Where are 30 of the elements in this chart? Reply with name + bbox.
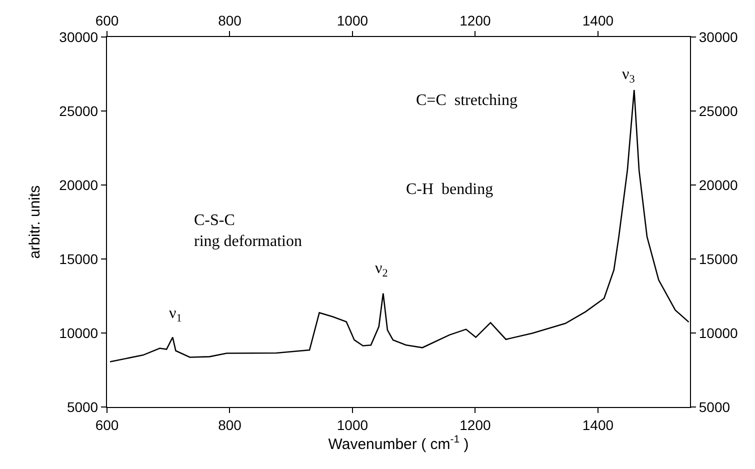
annotation: ν$_{2}$ — [375, 260, 388, 280]
y-tick-label: 10000 — [59, 324, 98, 341]
x2-tick-label: 1200 — [460, 416, 491, 433]
x2-tick-label: 600 — [95, 416, 119, 433]
y2-tick-label: 25000 — [698, 102, 738, 119]
y-tick-label: 5000 — [66, 398, 98, 415]
y-tick-label: 25000 — [59, 102, 98, 119]
y-tick-label: 20000 — [59, 176, 98, 193]
annotation: C=C stretching — [416, 92, 518, 109]
y-tick-label: 30000 — [59, 28, 98, 45]
x-tick-label: 1000 — [336, 12, 368, 28]
x-tick-label: 600 — [95, 12, 119, 28]
y2-tick-label: 10000 — [698, 324, 738, 341]
x2-tick-label: 1400 — [582, 416, 614, 433]
x2-tick-label: 800 — [218, 416, 242, 433]
x-tick-label: 1200 — [460, 12, 491, 28]
y-tick-label: 15000 — [59, 250, 98, 267]
y2-tick-label: 30000 — [698, 28, 738, 45]
annotation: ν$_{3}$ — [622, 66, 636, 86]
x-tick-label: 1400 — [582, 12, 614, 28]
y2-tick-label: 5000 — [698, 398, 730, 415]
x-tick-label: 800 — [218, 12, 242, 28]
y2-tick-label: 20000 — [698, 176, 738, 193]
y2-tick-label: 15000 — [698, 250, 738, 267]
x2-tick-label: 1000 — [336, 416, 368, 433]
y-axis-title: arbitr. units — [26, 185, 44, 259]
annotation: ν$_{1}$ — [169, 305, 182, 324]
annotation: C-H bending — [406, 181, 494, 198]
x-axis-title: Wavenumber ( cm$^{-1}$ ) — [328, 434, 469, 453]
annotation: C-S-C ring deformation — [194, 212, 302, 250]
